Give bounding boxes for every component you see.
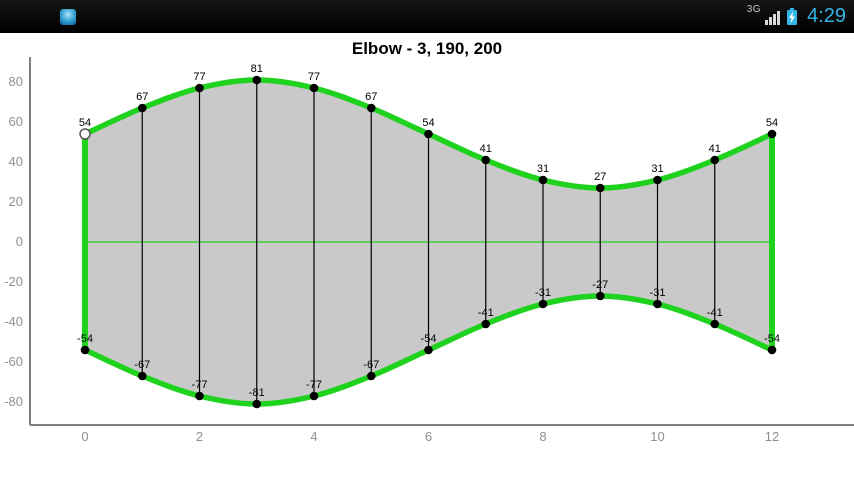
chart-plot[interactable]: 0 2 4 6 8 10 12 80 60 40 20 0 -20 -40 -60 -80 54 67 77 81 77… (0, 33, 854, 480)
data-point[interactable] (481, 319, 491, 329)
point-label: -41 (707, 307, 723, 319)
status-bar-left (8, 0, 76, 33)
point-label: -27 (592, 279, 608, 291)
y-tick-label: 40 (9, 154, 23, 169)
status-bar-right: 3G 4:29 (747, 0, 846, 33)
x-tick-label: 4 (310, 429, 317, 444)
x-tick-label: 12 (765, 429, 779, 444)
network-type-label: 3G (746, 4, 762, 15)
data-point[interactable] (424, 345, 433, 355)
status-bar[interactable]: 3G 4:29 (0, 0, 854, 33)
data-point[interactable] (252, 75, 262, 85)
point-label: -31 (650, 287, 666, 299)
y-tick-label: -80 (4, 394, 23, 409)
point-label: -41 (478, 307, 494, 319)
data-point[interactable] (767, 345, 777, 355)
point-label: 81 (251, 63, 263, 75)
x-tick-label: 6 (425, 429, 432, 444)
data-point[interactable] (481, 155, 491, 165)
data-point[interactable] (195, 391, 204, 401)
point-label: -67 (134, 359, 150, 371)
data-point[interactable] (424, 129, 433, 139)
x-tick-label: 10 (650, 429, 664, 444)
notification-icon (60, 8, 76, 25)
data-point[interactable] (137, 103, 147, 113)
point-label: 27 (594, 171, 606, 183)
data-point[interactable] (538, 299, 548, 309)
point-label: 54 (79, 117, 91, 129)
point-label: -54 (77, 333, 93, 345)
data-point[interactable] (137, 371, 147, 381)
data-point[interactable] (710, 155, 720, 165)
data-point[interactable] (80, 345, 90, 355)
data-point[interactable] (595, 183, 605, 193)
point-label: 54 (766, 117, 778, 129)
y-tick-label: 20 (9, 194, 23, 209)
battery-charging-icon (786, 7, 798, 26)
point-label: 31 (537, 163, 549, 175)
y-tick-label: -40 (4, 314, 23, 329)
data-point[interactable] (710, 319, 720, 329)
chart-title: Elbow - 3, 190, 200 (351, 39, 503, 58)
point-label: -77 (192, 379, 208, 391)
y-tick-label: 80 (9, 74, 23, 89)
point-label: 41 (480, 143, 492, 155)
y-tick-label: -20 (4, 274, 23, 289)
x-tick-label: 8 (539, 429, 546, 444)
signal-strength-icon (765, 9, 782, 25)
y-tick-label: 60 (9, 114, 23, 129)
y-tick-label: -60 (4, 354, 23, 369)
data-point[interactable] (195, 83, 204, 93)
data-point[interactable] (366, 371, 376, 381)
point-label: 41 (709, 143, 721, 155)
x-tick-label: 2 (196, 429, 203, 444)
data-point[interactable] (653, 299, 662, 309)
point-label: 67 (365, 91, 377, 103)
data-point[interactable] (366, 103, 376, 113)
point-label: -54 (764, 333, 780, 345)
data-point[interactable] (309, 391, 319, 401)
point-label: 67 (136, 91, 148, 103)
highlighted-point[interactable] (79, 128, 91, 140)
clock: 4:29 (807, 5, 846, 27)
point-label: -54 (421, 333, 437, 345)
point-label: -31 (535, 287, 551, 299)
point-label: -67 (363, 359, 379, 371)
point-label: 31 (651, 163, 663, 175)
data-point[interactable] (595, 291, 605, 301)
data-point[interactable] (309, 83, 319, 93)
data-point[interactable] (538, 175, 548, 185)
data-point[interactable] (653, 175, 662, 185)
point-label: 77 (193, 71, 205, 83)
point-label: -77 (306, 379, 322, 391)
chart-container: Elbow - 3, 190, 200 0 2 4 6 8 10 12 80 60 40 20 0 -2… (0, 33, 854, 480)
point-label: -81 (249, 387, 265, 399)
point-label: 54 (422, 117, 434, 129)
data-point[interactable] (767, 129, 777, 139)
data-point[interactable] (252, 399, 262, 409)
point-label: 77 (308, 71, 320, 83)
x-tick-label: 0 (81, 429, 88, 444)
y-tick-label: 0 (16, 234, 23, 249)
